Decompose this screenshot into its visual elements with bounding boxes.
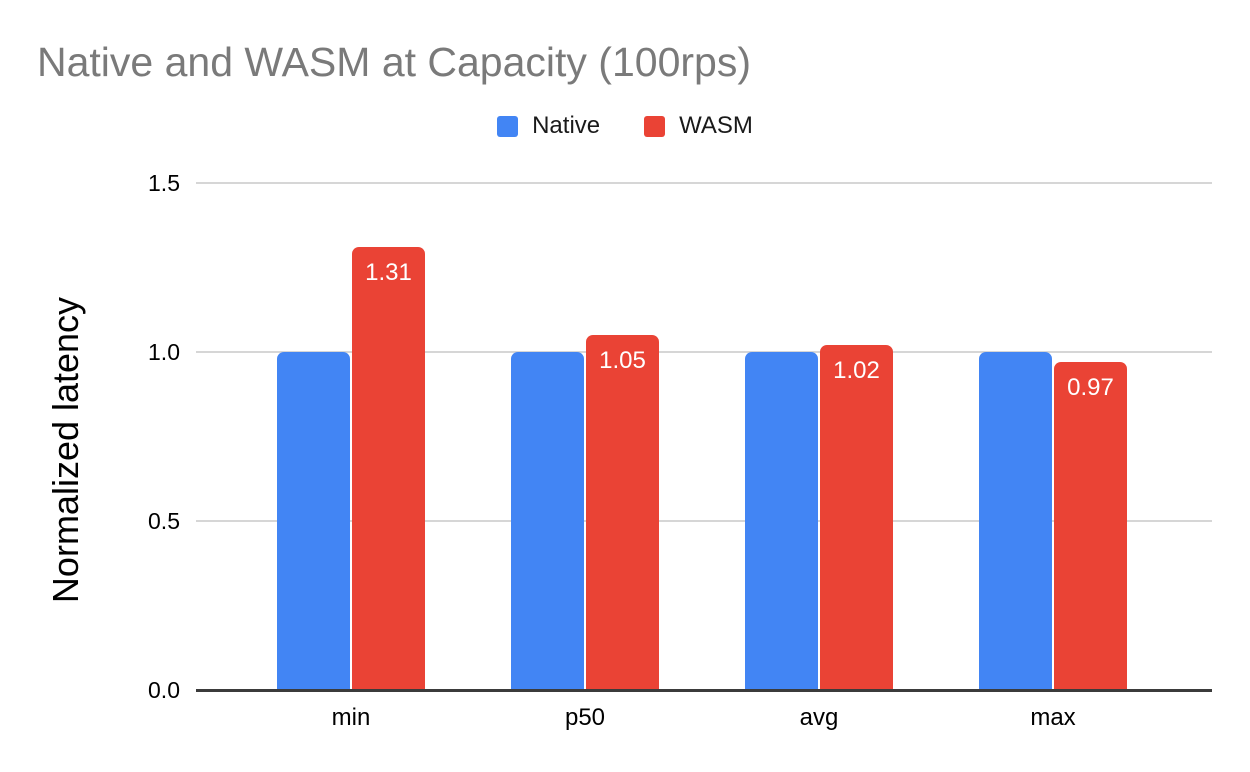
gridline-0.5 xyxy=(196,520,1212,522)
bar-wasm-min: 1.31 xyxy=(352,247,425,690)
bar-native-min xyxy=(277,352,350,690)
bar-wasm-p50: 1.05 xyxy=(586,335,659,690)
bar-value-label-wasm-avg: 1.02 xyxy=(833,357,880,384)
bar-wasm-avg: 1.02 xyxy=(820,345,893,690)
y-tick-label-1.5: 1.5 xyxy=(148,170,180,196)
legend-item-native: Native xyxy=(497,114,600,138)
x-tick-label-avg: avg xyxy=(799,704,839,731)
y-tick-label-1.0: 1.0 xyxy=(148,339,180,365)
legend-label-wasm: WASM xyxy=(679,112,753,139)
y-tick-label-0.5: 0.5 xyxy=(148,508,180,534)
gridline-1.5 xyxy=(196,182,1212,184)
x-tick-label-p50: p50 xyxy=(564,704,606,731)
bar-native-max xyxy=(979,352,1052,690)
bar-value-label-wasm-max: 0.97 xyxy=(1067,374,1114,401)
legend-item-wasm: WASM xyxy=(644,114,753,138)
bar-value-label-wasm-p50: 1.05 xyxy=(599,347,646,374)
gridline-1.0 xyxy=(196,351,1212,353)
bar-value-label-wasm-min: 1.31 xyxy=(365,259,412,286)
x-tick-label-max: max xyxy=(1030,704,1076,731)
x-tick-label-min: min xyxy=(331,704,371,731)
bar-wasm-max: 0.97 xyxy=(1054,362,1127,690)
legend-swatch-native-icon xyxy=(497,115,519,137)
y-tick-label-0.0: 0.0 xyxy=(148,677,180,703)
legend-swatch-wasm-icon xyxy=(644,115,666,137)
bar-native-p50 xyxy=(511,352,584,690)
x-axis-line xyxy=(196,689,1212,692)
legend: Native WASM xyxy=(0,114,1250,138)
chart-title: Native and WASM at Capacity (100rps) xyxy=(37,39,751,85)
bar-native-avg xyxy=(745,352,818,690)
legend-label-native: Native xyxy=(532,112,601,139)
